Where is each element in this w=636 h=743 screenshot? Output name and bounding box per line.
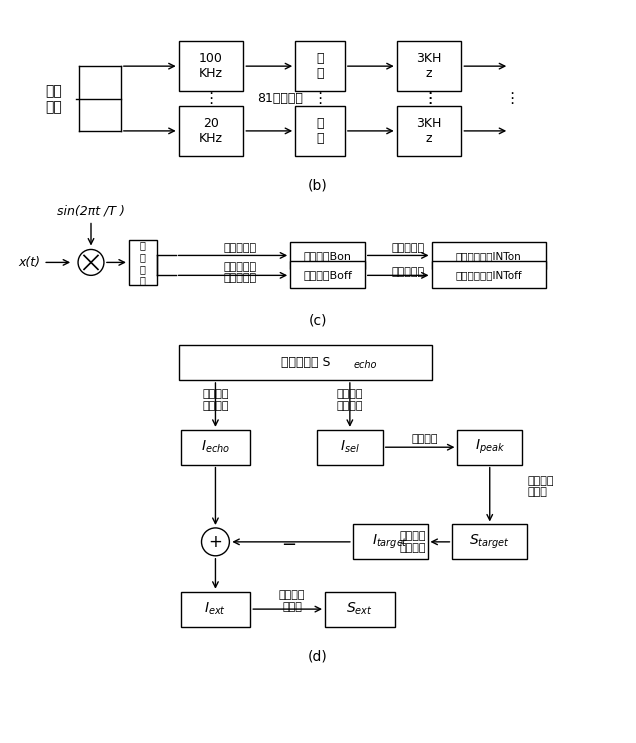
Bar xyxy=(295,42,345,91)
Text: $S_{ext}$: $S_{ext}$ xyxy=(347,601,373,617)
Text: 3KH
z: 3KH z xyxy=(417,52,441,80)
Bar xyxy=(181,591,251,626)
Text: 通道间融合: 通道间融合 xyxy=(391,244,424,253)
Text: echo: echo xyxy=(354,360,377,369)
Bar xyxy=(457,429,522,464)
Text: 基选通向
量解卷积: 基选通向 量解卷积 xyxy=(336,389,363,411)
Text: ⋮: ⋮ xyxy=(504,91,520,106)
Text: 取正值部分: 取正值部分 xyxy=(224,244,257,253)
Bar xyxy=(317,429,383,464)
Text: $I_{sel}$: $I_{sel}$ xyxy=(340,439,360,455)
Text: 峰值提取: 峰值提取 xyxy=(411,434,438,444)
Text: $S_{target}$: $S_{target}$ xyxy=(469,533,510,551)
Text: 输入
信号: 输入 信号 xyxy=(45,84,62,114)
Text: 整
流: 整 流 xyxy=(316,52,324,80)
Text: $I_{echo}$: $I_{echo}$ xyxy=(201,439,230,455)
Bar xyxy=(431,262,546,288)
Bar xyxy=(179,106,244,156)
Text: 偏移模式Boff: 偏移模式Boff xyxy=(303,270,352,280)
Circle shape xyxy=(202,528,230,556)
Text: 基全通向
量解卷积: 基全通向 量解卷积 xyxy=(399,531,426,553)
Bar xyxy=(431,242,546,270)
Text: sin(2πt /T ): sin(2πt /T ) xyxy=(57,204,125,217)
Text: 融合初始模式INTon: 融合初始模式INTon xyxy=(456,251,522,261)
Text: ⋮: ⋮ xyxy=(203,91,218,106)
Text: 3KH
z: 3KH z xyxy=(417,117,441,145)
Text: 滤
波
整
形: 滤 波 整 形 xyxy=(140,241,146,285)
Text: ⋮: ⋮ xyxy=(312,91,328,106)
Text: x(t): x(t) xyxy=(18,256,40,269)
Bar xyxy=(325,591,395,626)
Text: ⋮: ⋮ xyxy=(422,91,437,106)
Text: $I_{target}$: $I_{target}$ xyxy=(372,533,408,551)
Bar xyxy=(129,241,156,285)
Bar xyxy=(452,525,527,559)
Text: (c): (c) xyxy=(308,314,328,327)
Text: 回波谱模式 S: 回波谱模式 S xyxy=(281,356,330,369)
Text: (b): (b) xyxy=(308,179,328,192)
Text: 整
流: 整 流 xyxy=(316,117,324,145)
Text: 基全通向
量卷积: 基全通向 量卷积 xyxy=(527,476,553,497)
Text: 初始模式Bon: 初始模式Bon xyxy=(303,251,352,261)
Text: 通道间融合: 通道间融合 xyxy=(391,267,424,277)
Text: $I_{peak}$: $I_{peak}$ xyxy=(474,438,505,456)
Bar xyxy=(295,106,345,156)
Text: +: + xyxy=(209,533,223,551)
Text: −: − xyxy=(282,536,296,554)
Text: 基全通向
量卷积: 基全通向 量卷积 xyxy=(279,591,305,612)
Text: $I_{ext}$: $I_{ext}$ xyxy=(205,601,226,617)
Text: 20
KHz: 20 KHz xyxy=(199,117,223,145)
Text: (d): (d) xyxy=(308,649,328,663)
Bar xyxy=(397,106,461,156)
Text: 81个滤波器: 81个滤波器 xyxy=(257,91,303,105)
Bar xyxy=(290,262,365,288)
Text: 100
KHz: 100 KHz xyxy=(199,52,223,80)
Bar xyxy=(353,525,427,559)
Bar xyxy=(179,345,432,380)
Text: 基全通向
量解卷积: 基全通向 量解卷积 xyxy=(202,389,229,411)
Circle shape xyxy=(78,250,104,276)
Text: 融合偏移模式INToff: 融合偏移模式INToff xyxy=(455,270,522,280)
Text: ⋮: ⋮ xyxy=(422,91,437,106)
Bar xyxy=(179,42,244,91)
Bar xyxy=(181,429,251,464)
Bar xyxy=(290,242,365,270)
Text: 取负值部分
并取绝对值: 取负值部分 并取绝对值 xyxy=(224,262,257,283)
Bar xyxy=(397,42,461,91)
